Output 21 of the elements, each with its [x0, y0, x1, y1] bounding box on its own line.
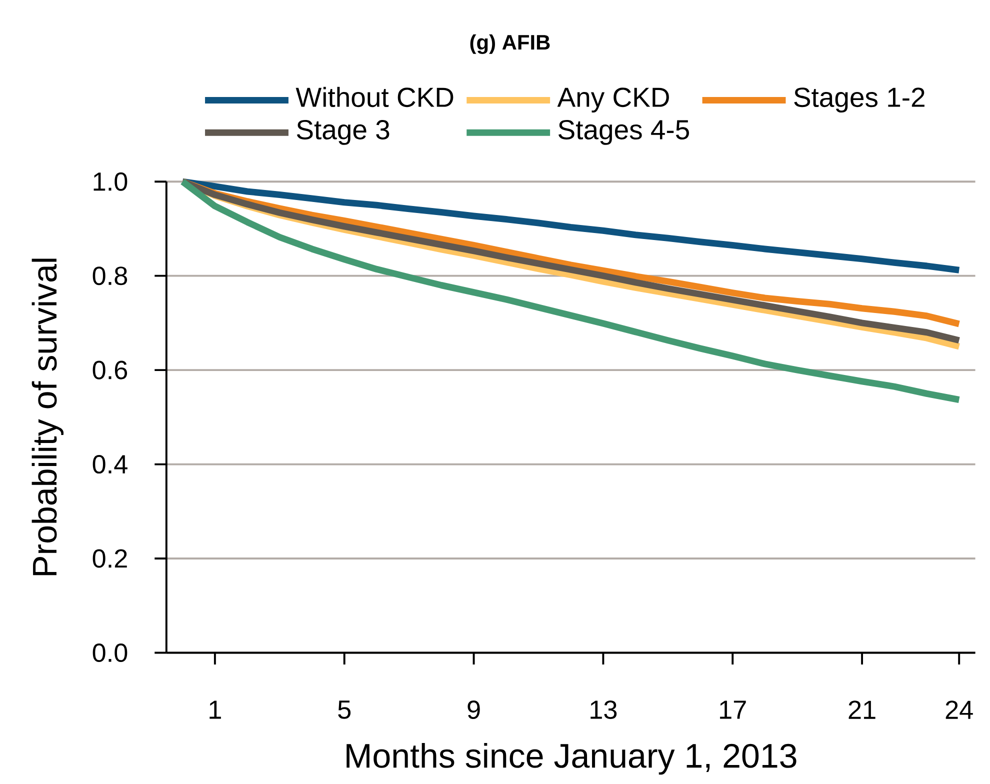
x-tick-label: 5: [338, 700, 351, 719]
y-tick-label: 0.0: [92, 643, 128, 662]
legend-label: Any CKD: [557, 87, 669, 112]
legend-label: Stages 4-5: [558, 120, 689, 145]
legend-label: Without CKD: [296, 86, 454, 107]
y-axis-title: Probability of survival: [32, 258, 64, 575]
legend-label: Stages 1-2: [794, 87, 924, 112]
legend-label: Stage 3: [296, 120, 390, 145]
x-tick-label: 1: [210, 700, 221, 719]
x-tick-label: 13: [590, 700, 617, 719]
x-tick-label: 17: [720, 700, 746, 719]
y-tick-label: 0.2: [92, 549, 127, 568]
chart-title: (g) AFIB: [470, 34, 550, 54]
x-tick-label: 24: [946, 700, 973, 719]
y-tick-label: 0.6: [92, 360, 128, 380]
y-tick-label: 0.4: [92, 454, 128, 474]
x-axis-title: Months since January 1, 2013: [346, 742, 796, 774]
y-tick-label: 0.8: [92, 266, 128, 285]
x-tick-label: 21: [848, 700, 876, 719]
x-tick-label: 9: [468, 700, 480, 719]
y-tick-label: 1.0: [94, 172, 128, 191]
